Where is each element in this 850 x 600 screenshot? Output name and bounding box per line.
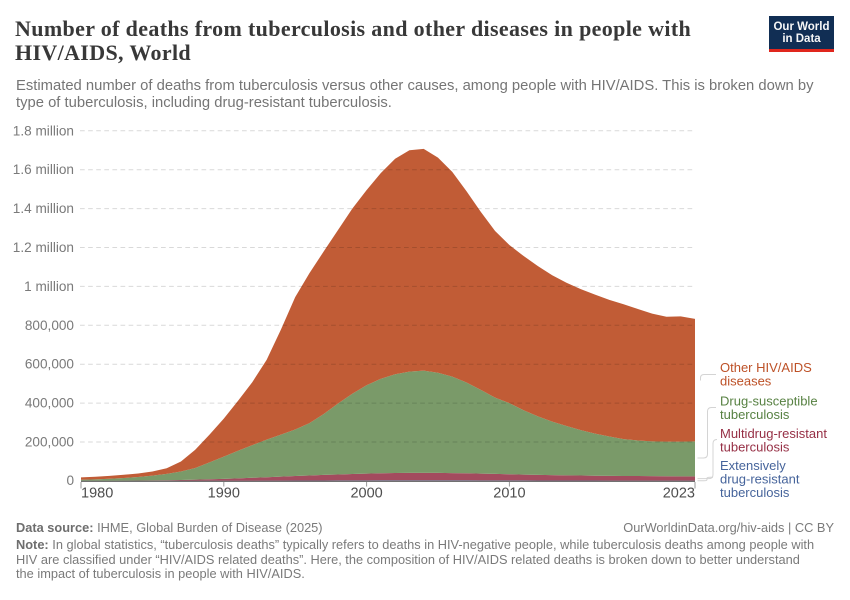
svg-text:400,000: 400,000 [25, 396, 75, 411]
svg-text:1.2 million: 1.2 million [13, 240, 74, 255]
svg-text:1.6 million: 1.6 million [13, 162, 74, 177]
svg-text:0: 0 [66, 473, 74, 488]
svg-text:200,000: 200,000 [25, 435, 75, 450]
svg-text:1980: 1980 [81, 486, 113, 502]
svg-text:2010: 2010 [493, 486, 525, 502]
svg-text:1.4 million: 1.4 million [13, 201, 74, 216]
svg-text:600,000: 600,000 [25, 357, 75, 372]
svg-text:1 million: 1 million [24, 279, 74, 294]
svg-text:1.8 million: 1.8 million [13, 123, 74, 138]
svg-text:2000: 2000 [350, 486, 382, 502]
svg-text:1990: 1990 [208, 486, 240, 502]
svg-text:800,000: 800,000 [25, 318, 75, 333]
svg-text:2023: 2023 [663, 486, 695, 502]
